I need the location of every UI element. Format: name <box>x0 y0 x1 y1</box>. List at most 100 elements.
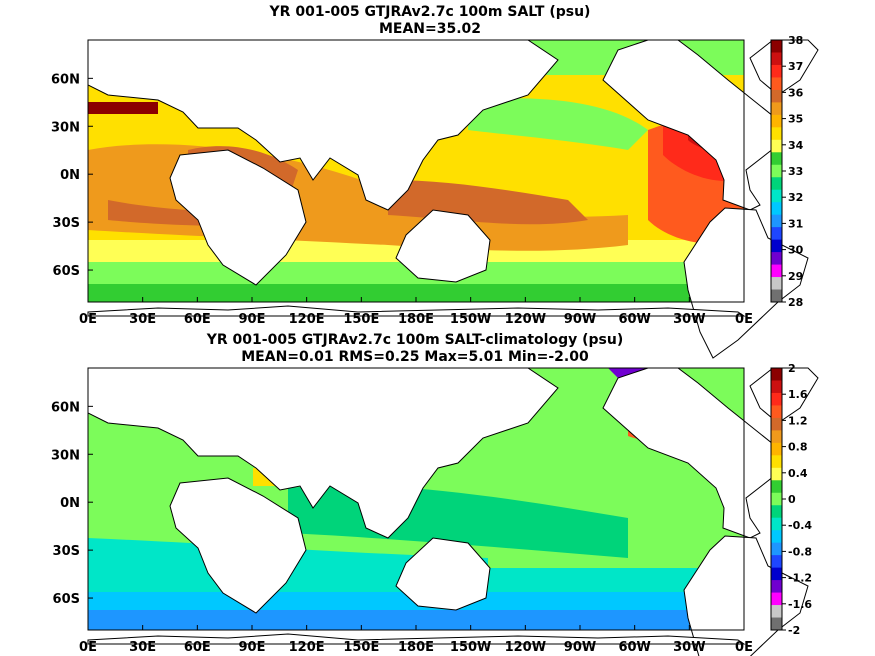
x-tick-label: 30W <box>673 640 705 655</box>
colorbar-swatch <box>771 417 782 431</box>
colorbar-label: 28 <box>788 296 803 309</box>
colorbar-label: 2 <box>788 362 796 375</box>
colorbar-swatch <box>771 492 782 506</box>
colorbar-swatch <box>771 580 782 594</box>
colorbar-label: 0 <box>788 493 796 506</box>
colorbar-swatch <box>771 517 782 531</box>
colorbar-label: 1.2 <box>788 414 808 427</box>
x-tick-label: 0E <box>79 640 97 655</box>
colorbar-swatch <box>771 214 782 228</box>
panel2-subtitle: MEAN=0.01 RMS=0.25 Max=5.01 Min=-2.00 <box>241 349 589 365</box>
colorbar-label: 0.8 <box>788 441 808 454</box>
colorbar-label: 36 <box>788 86 804 99</box>
colorbar-swatch <box>771 430 782 444</box>
panel2-y-axis: 60N 30N 0N 30S 60S <box>51 400 93 607</box>
colorbar-swatch <box>771 239 782 253</box>
colorbar-swatch <box>771 264 782 278</box>
colorbar-label: 34 <box>788 139 804 152</box>
x-tick-label: 150W <box>450 312 491 327</box>
x-tick-label: 30W <box>673 312 705 327</box>
x-tick-label: 150W <box>450 640 491 655</box>
x-tick-label: 90W <box>564 640 596 655</box>
colorbar-swatch <box>771 380 782 394</box>
colorbar-swatch <box>771 289 782 303</box>
colorbar-swatch <box>771 368 782 381</box>
colorbar-swatch <box>771 392 782 406</box>
colorbar-label: -2 <box>788 624 800 637</box>
x-tick-label: 60E <box>184 312 211 327</box>
colorbar-swatch <box>771 227 782 241</box>
x-tick-label: 60W <box>618 640 650 655</box>
x-tick-label: 60E <box>184 640 211 655</box>
y-tick-label: 30S <box>53 544 80 559</box>
colorbar-swatch <box>771 530 782 544</box>
colorbar-swatch <box>771 617 782 631</box>
colorbar-swatch <box>771 102 782 116</box>
colorbar-swatch <box>771 252 782 266</box>
colorbar-label: 38 <box>788 34 803 47</box>
panel1-colorbar: 38 37 36 35 34 33 32 31 30 29 28 <box>770 34 804 309</box>
y-tick-label: 0N <box>60 496 80 511</box>
colorbar-swatch <box>771 114 782 128</box>
colorbar-swatch <box>771 77 782 91</box>
colorbar-swatch <box>771 442 782 456</box>
x-tick-label: 0E <box>735 312 753 327</box>
panel1-x-axis: 0E 30E 60E 90E 120E 150E 180E 150W 120W 90W 60W 30W… <box>79 297 753 327</box>
x-tick-label: 0E <box>735 640 753 655</box>
colorbar-swatch <box>771 480 782 494</box>
colorbar-swatch <box>771 202 782 216</box>
colorbar-swatch <box>771 467 782 481</box>
panel1-title: YR 001-005 GTJRAv2.7c 100m SALT (psu) <box>269 4 591 20</box>
colorbar-label: 31 <box>788 217 803 230</box>
colorbar-label: 35 <box>788 113 803 126</box>
x-tick-label: 120E <box>289 640 325 655</box>
x-tick-label: 180E <box>398 312 434 327</box>
colorbar-label: -0.8 <box>788 545 812 558</box>
colorbar-label: -0.4 <box>788 519 812 532</box>
colorbar-swatch <box>771 592 782 606</box>
x-tick-label: 180E <box>398 640 434 655</box>
colorbar-swatch <box>771 64 782 78</box>
colorbar-swatch <box>771 542 782 556</box>
y-tick-label: 30S <box>53 216 80 231</box>
panel2-map <box>87 367 819 656</box>
colorbar-label: 37 <box>788 60 803 73</box>
x-tick-label: 150E <box>343 312 379 327</box>
x-tick-label: 0E <box>79 312 97 327</box>
x-tick-label: 120W <box>505 312 546 327</box>
colorbar-label: -1.2 <box>788 572 812 585</box>
x-tick-label: 60W <box>618 312 650 327</box>
colorbar-swatch <box>771 52 782 66</box>
x-tick-label: 150E <box>343 640 379 655</box>
colorbar-label: 32 <box>788 191 803 204</box>
colorbar-swatch <box>771 164 782 178</box>
y-tick-label: 30N <box>51 448 80 463</box>
colorbar-label: 0.4 <box>788 467 808 480</box>
colorbar-swatch <box>771 40 782 53</box>
colorbar-swatch <box>771 127 782 141</box>
colorbar-swatch <box>771 505 782 519</box>
colorbar-swatch <box>771 555 782 569</box>
colorbar-swatch <box>771 189 782 203</box>
colorbar-swatch <box>771 89 782 103</box>
colorbar-label: 29 <box>788 270 803 283</box>
panel2-colorbar: 2 1.6 1.2 0.8 0.4 0 -0.4 -0.8 -1.2 -1.6 -2 <box>770 362 812 637</box>
y-tick-label: 0N <box>60 168 80 183</box>
panel1-map <box>87 39 819 359</box>
x-tick-label: 30E <box>129 312 156 327</box>
colorbar-label: 1.6 <box>788 388 808 401</box>
colorbar-swatch <box>771 567 782 581</box>
colorbar-swatch <box>771 405 782 419</box>
colorbar-swatch <box>771 605 782 619</box>
colorbar-label: 33 <box>788 165 803 178</box>
x-tick-label: 90E <box>239 640 266 655</box>
x-tick-label: 30E <box>129 640 156 655</box>
x-tick-label: 90E <box>239 312 266 327</box>
colorbar-swatch <box>771 277 782 291</box>
colorbar-label: 30 <box>788 244 804 257</box>
x-tick-label: 120W <box>505 640 546 655</box>
x-tick-label: 120E <box>289 312 325 327</box>
colorbar-swatch <box>771 177 782 191</box>
colorbar-label: -1.6 <box>788 598 812 611</box>
